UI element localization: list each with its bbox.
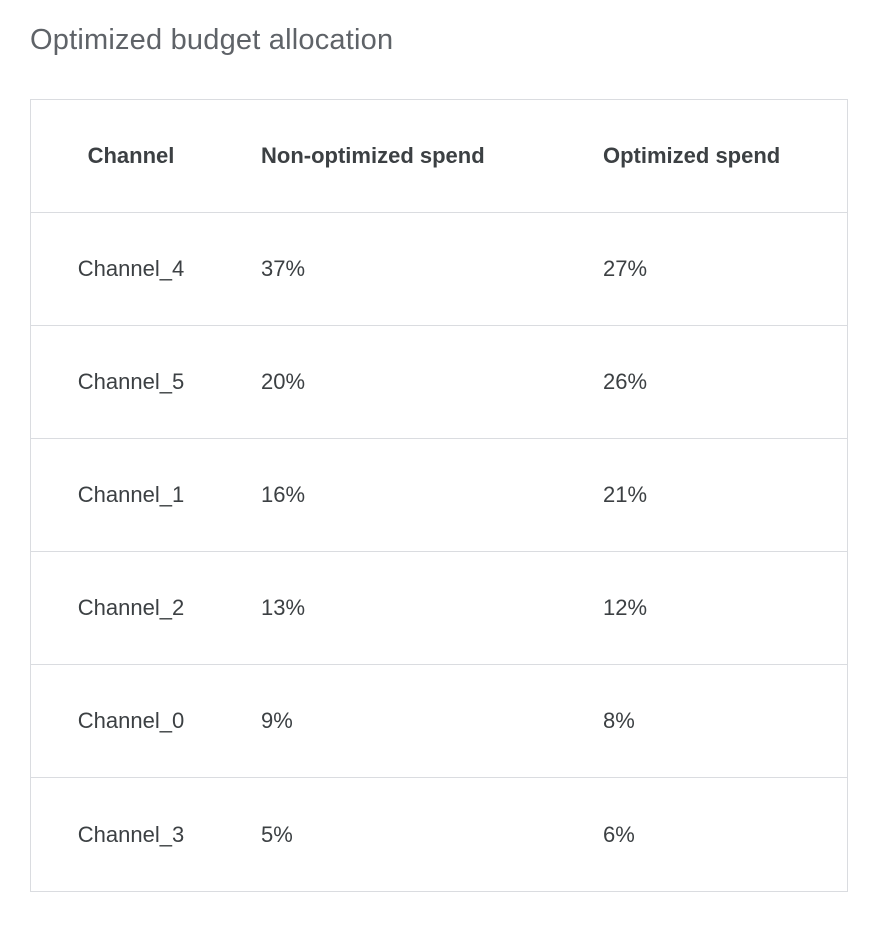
budget-allocation-table: Channel Non-optimized spend Optimized sp… [30, 99, 848, 892]
table-row: Channel_4 37% 27% [31, 213, 847, 326]
cell-channel: Channel_5 [77, 369, 185, 394]
cell-optimized-spend: 8% [603, 708, 635, 733]
cell-channel: Channel_3 [77, 821, 185, 847]
table-row: Channel_5 20% 26% [31, 326, 847, 439]
cell-non-optimized-spend: 5% [261, 821, 293, 847]
cell-optimized-spend: 12% [603, 595, 648, 620]
cell-channel: Channel_0 [77, 708, 185, 733]
cell-non-optimized-spend: 37% [261, 256, 306, 281]
cell-non-optimized-spend: 13% [261, 595, 306, 620]
cell-optimized-spend: 6% [603, 821, 635, 847]
column-header-optimized-spend: Optimized spend [603, 143, 781, 168]
cell-non-optimized-spend: 16% [261, 482, 306, 507]
table-row: Channel_3 5% 6% [31, 778, 847, 891]
cell-non-optimized-spend: 20% [261, 369, 306, 394]
table-header-row: Channel Non-optimized spend Optimized sp… [31, 100, 847, 213]
cell-channel: Channel_1 [77, 482, 185, 507]
cell-non-optimized-spend: 9% [261, 708, 293, 733]
cell-optimized-spend: 27% [603, 256, 648, 281]
cell-optimized-spend: 21% [603, 482, 648, 507]
table-row: Channel_0 9% 8% [31, 665, 847, 778]
table-row: Channel_2 13% 12% [31, 552, 847, 665]
table-row: Channel_1 16% 21% [31, 439, 847, 552]
column-header-non-optimized-spend: Non-optimized spend [261, 143, 485, 168]
cell-channel: Channel_4 [77, 256, 185, 281]
page-title: Optimized budget allocation [30, 24, 394, 56]
cell-optimized-spend: 26% [603, 369, 648, 394]
column-header-channel: Channel [87, 143, 175, 168]
cell-channel: Channel_2 [77, 595, 185, 620]
